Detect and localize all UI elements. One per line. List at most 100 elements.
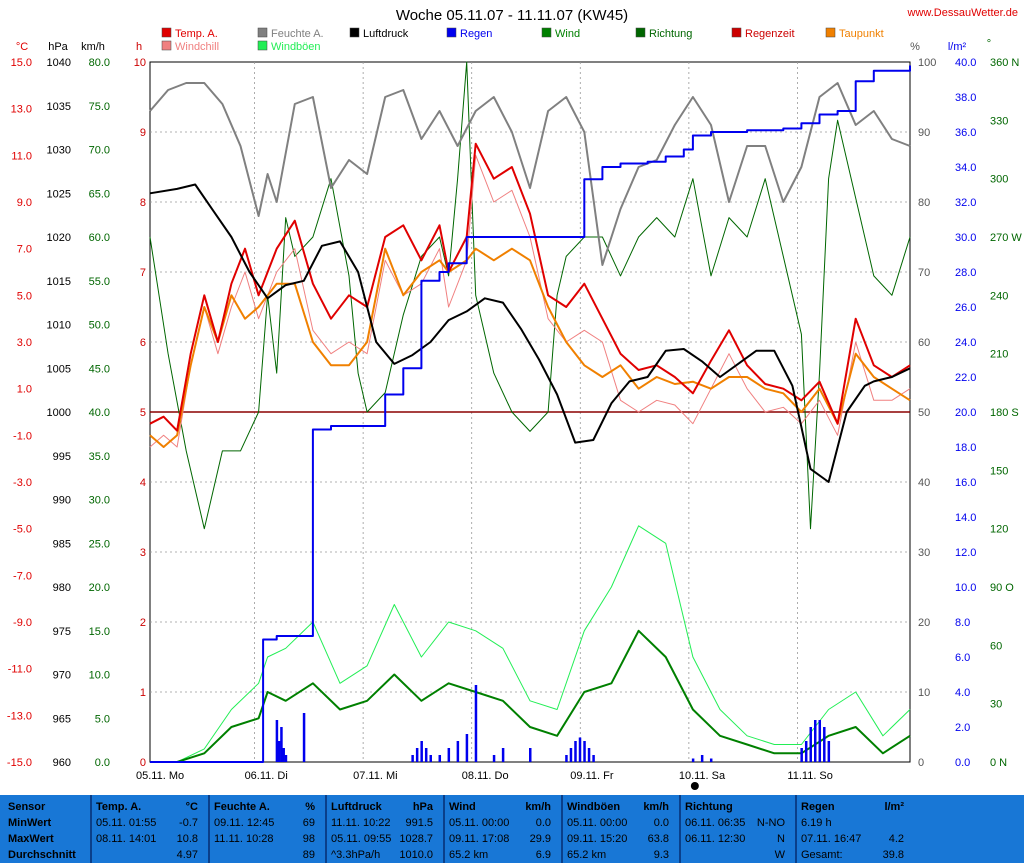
website-label: www.DessauWetter.de: [907, 7, 1018, 19]
stats-row-label: MinWert: [8, 817, 52, 829]
day-label: 11.11. So: [787, 770, 832, 782]
direction-tick-label: 150: [990, 465, 1008, 477]
rain-time-bar: [709, 758, 713, 762]
humidity-tick-label: 10: [918, 687, 930, 699]
rain-time-bar: [456, 741, 460, 762]
rain-time-bar: [474, 685, 478, 762]
stats-column-title: Richtung: [685, 801, 733, 813]
wind-axis-unit: km/h: [81, 41, 105, 53]
rain-time-bar: [827, 741, 831, 762]
stats-avg-value: 1010.0: [399, 849, 433, 861]
stats-table: Sensor MinWert MaxWert Durchschnitt Temp. A.…: [0, 795, 1024, 863]
legend-label: Regen: [460, 28, 492, 40]
wind-tick-label: 55.0: [89, 276, 110, 288]
humidity-tick-label: 0: [918, 757, 924, 769]
stats-column: Windböen km/h 05.11. 00:00 0.0 09.11. 15:20 6…: [561, 795, 681, 863]
moon-phase-icon: [690, 782, 699, 790]
humidity-tick-label: 20: [918, 617, 930, 629]
stats-column-unit: km/h: [643, 801, 669, 813]
temp-tick-label: -5.0: [13, 524, 32, 536]
pressure-tick-label: 960: [53, 757, 71, 769]
rain-time-tick-label: 4: [140, 477, 146, 489]
rain-axis-unit: l/m²: [948, 41, 967, 53]
rain-tick-label: 6.0: [955, 652, 970, 664]
humidity-tick-label: 50: [918, 407, 930, 419]
pressure-tick-label: 1010: [47, 320, 71, 332]
pressure-tick-label: 1005: [47, 363, 71, 375]
rain-tick-label: 4.0: [955, 687, 970, 699]
wind-tick-label: 70.0: [89, 145, 110, 157]
pressure-tick-label: 990: [53, 495, 71, 507]
stats-avg-note: 65.2 km: [449, 849, 489, 861]
temp-a-series-line: [149, 142, 911, 432]
direction-tick-label: 300: [990, 174, 1008, 186]
stats-column: Luftdruck hPa 11.11. 10:22 991.5 05.11. 09:5…: [325, 795, 445, 863]
stats-min-time: 05.11. 00:00: [567, 817, 628, 829]
humidity-tick-label: 80: [918, 197, 930, 209]
rain-time-bar: [429, 755, 432, 762]
stats-min-time: 06.11. 06:35: [685, 817, 746, 829]
rain-time-tick-label: 1: [140, 687, 146, 699]
temp-tick-label: -9.0: [13, 617, 32, 629]
rain-time-tick-label: 3: [140, 547, 146, 559]
rain-tick-label: 22.0: [955, 372, 976, 384]
day-label: 09.11. Fr: [570, 770, 614, 782]
temp-tick-label: 11.0: [11, 150, 32, 162]
stats-row-label: Durchschnitt: [8, 849, 76, 861]
rain-tick-label: 40.0: [955, 57, 976, 69]
rain-tick-label: 12.0: [955, 547, 976, 559]
rain-tick-label: 0.0: [955, 757, 970, 769]
rain-time-bar: [415, 748, 419, 762]
temp-tick-label: -1.0: [13, 430, 32, 442]
direction-tick-label: 120: [990, 524, 1008, 536]
stats-avg-note: 65.2 km: [567, 849, 607, 861]
temp-tick-label: 3.0: [17, 337, 32, 349]
stats-max-time: 09.11. 15:20: [567, 833, 628, 845]
rain-tick-label: 10.0: [955, 582, 976, 594]
day-label: 08.11. Do: [462, 770, 509, 782]
rain-time-bar: [700, 755, 704, 762]
legend-label: Luftdruck: [363, 28, 409, 40]
rain-time-bar: [583, 741, 586, 762]
pressure-tick-label: 1015: [47, 276, 71, 288]
stats-column-title: Luftdruck: [331, 801, 382, 813]
rain-time-bar: [578, 737, 582, 762]
rain-tick-label: 38.0: [955, 92, 976, 104]
direction-tick-label: 30: [990, 699, 1002, 711]
wind-tick-label: 50.0: [89, 320, 110, 332]
rain-tick-label: 26.0: [955, 302, 976, 314]
legend-swatch: [731, 27, 742, 38]
day-label: 10.11. Sa: [679, 770, 726, 782]
rain-tick-label: 14.0: [955, 512, 976, 524]
wind-tick-label: 20.0: [89, 582, 110, 594]
stats-min-time: 05.11. 01:55: [96, 817, 157, 829]
rain-tick-label: 34.0: [955, 162, 976, 174]
stats-max-time: 08.11. 14:01: [96, 833, 157, 845]
legend-label: Windböen: [271, 41, 321, 53]
rain-time-bar: [282, 748, 285, 762]
rain-time-axis-unit: h: [136, 41, 142, 53]
rain-time-tick-label: 2: [140, 617, 146, 629]
rain-time-bar: [574, 741, 577, 762]
stats-min-value: 0.0: [653, 817, 669, 829]
temp-tick-label: 9.0: [17, 197, 32, 209]
rain-tick-label: 32.0: [955, 197, 976, 209]
wind-tick-label: 75.0: [89, 101, 110, 113]
rain-time-bar: [804, 741, 808, 762]
stats-avg-note: Gesamt:: [801, 849, 843, 861]
legend-swatch: [161, 27, 172, 38]
windb-en-series-line: [150, 525, 911, 763]
humidity-tick-label: 40: [918, 477, 930, 489]
wind-tick-label: 15.0: [89, 626, 110, 638]
day-label: 06.11. Di: [245, 770, 288, 782]
pressure-tick-label: 1025: [47, 188, 71, 200]
stats-row-headers: Sensor MinWert MaxWert Durchschnitt: [0, 795, 90, 863]
rain-time-tick-label: 5: [140, 407, 146, 419]
day-label: 07.11. Mi: [353, 770, 397, 782]
rain-time-bar: [284, 755, 288, 762]
rain-time-tick-label: 9: [140, 127, 146, 139]
legend-swatch: [825, 27, 836, 38]
stats-column-unit: %: [305, 801, 315, 813]
legend-label: Richtung: [649, 28, 692, 40]
stats-min-value: -0.7: [179, 817, 198, 829]
